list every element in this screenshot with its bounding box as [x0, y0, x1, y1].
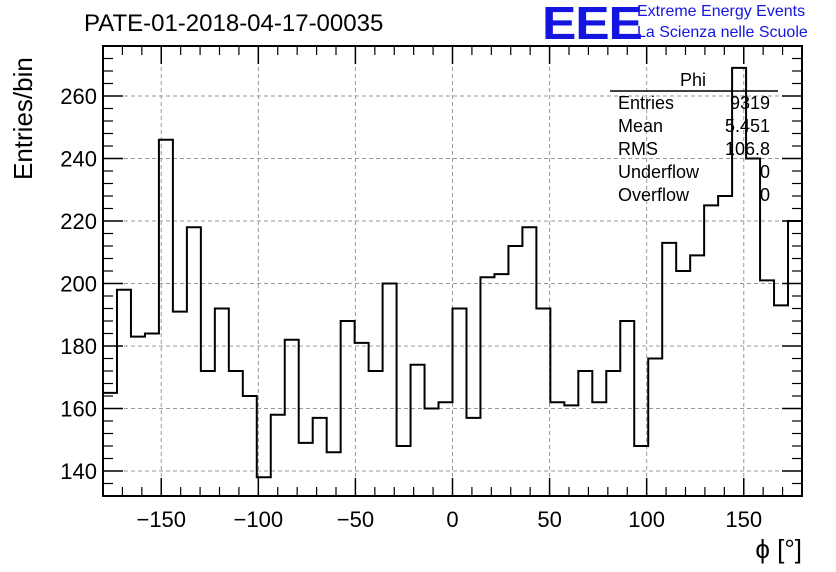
logo-line-1: Extreme Energy Events	[637, 3, 806, 20]
tick-labels: −150 −100 −50 0 50 100 150 140 160 180 200 220 240 26…	[60, 84, 762, 532]
chart-title: PATE-01-2018-04-17-00035	[84, 10, 384, 37]
stats-label: Entries	[618, 93, 675, 113]
stats-value: 5.451	[724, 116, 770, 136]
stats-label: Underflow	[618, 162, 700, 182]
plot-frame	[102, 45, 803, 497]
logo-line-2: La Scienza nelle Scuole	[637, 24, 808, 41]
y-tick-label: 200	[60, 272, 97, 297]
x-tick-label: 100	[628, 507, 665, 532]
x-tick-label: −50	[337, 507, 374, 532]
stats-label: RMS	[618, 139, 658, 159]
y-tick-label: 220	[60, 209, 97, 234]
y-axis-label: Entries/bin	[8, 57, 38, 180]
stats-row-mean: Mean 5.451	[618, 116, 770, 137]
stats-title: Phi	[680, 70, 707, 90]
x-tick-label: 50	[537, 507, 561, 532]
x-tick-label: 150	[725, 507, 762, 532]
stats-row-underflow: Underflow 0	[618, 162, 770, 183]
y-tick-label: 240	[60, 147, 97, 172]
stats-value: 9319	[729, 93, 770, 113]
x-tick-label: −100	[234, 507, 284, 532]
stats-label: Mean	[618, 116, 664, 136]
x-tick-label: −150	[136, 507, 186, 532]
histogram-step-line	[103, 66, 802, 479]
stats-value: 106.8	[724, 139, 770, 159]
y-tick-label: 160	[60, 397, 97, 422]
stats-row-entries: Entries 9319	[618, 93, 770, 114]
x-tick-label: 0	[446, 507, 458, 532]
stats-row-rms: RMS 106.8	[618, 139, 770, 160]
grid-lines	[103, 46, 802, 496]
x-axis-label: ϕ [°]	[755, 534, 802, 564]
y-tick-label: 140	[60, 459, 97, 484]
y-tick-label: 260	[60, 84, 97, 109]
stats-label: Overflow	[618, 185, 690, 205]
eee-logo: EEE	[542, 0, 643, 49]
y-tick-label: 180	[60, 334, 97, 359]
stats-value: 0	[759, 162, 770, 182]
stats-value: 0	[759, 185, 770, 205]
stats-row-overflow: Overflow 0	[618, 185, 770, 206]
